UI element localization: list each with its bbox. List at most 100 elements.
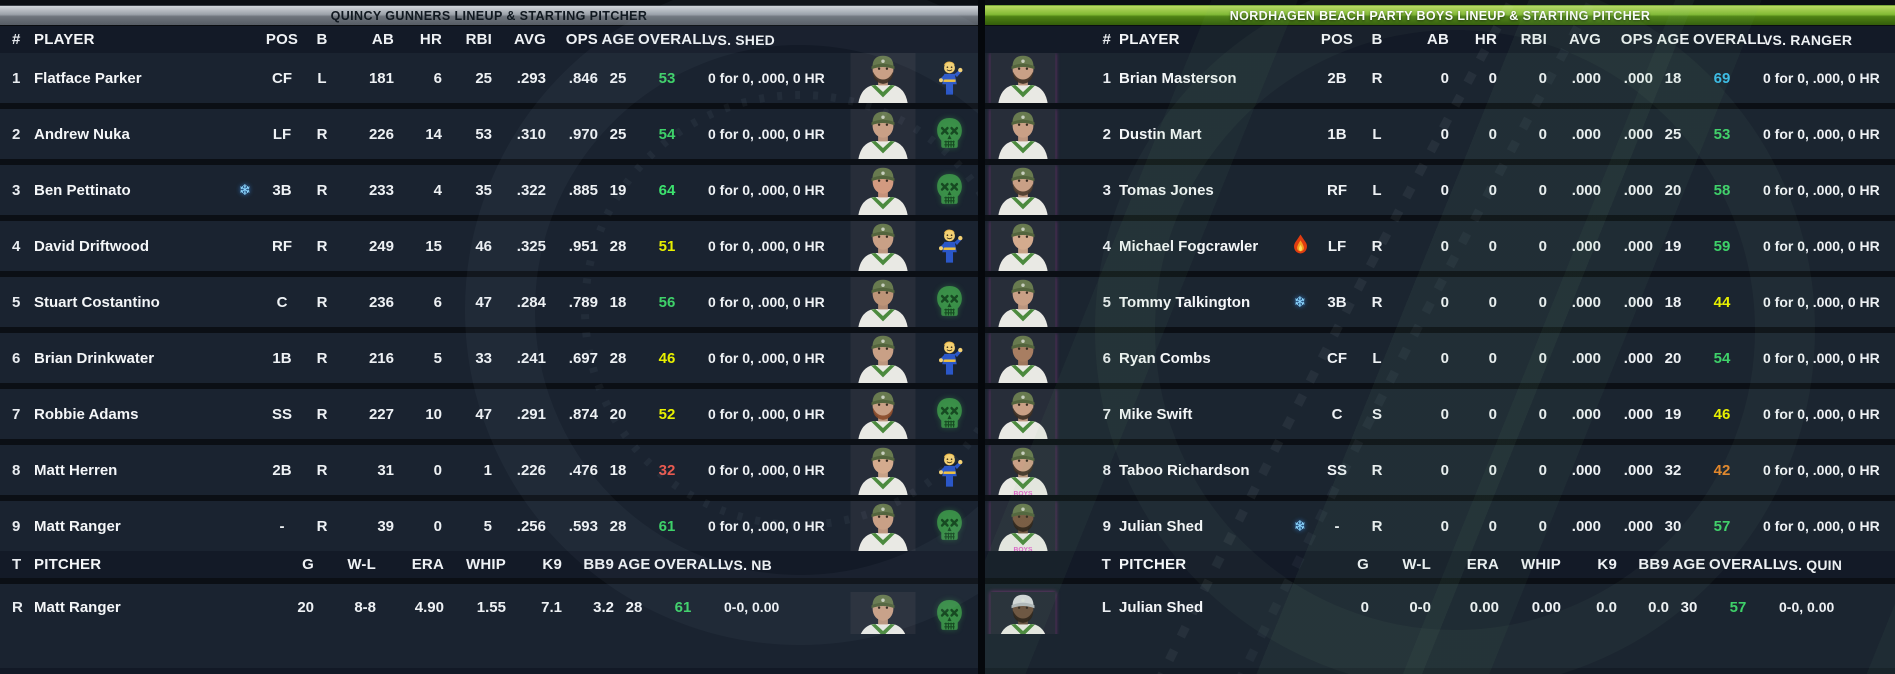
cell-name: Michael Fogcrawler xyxy=(1119,237,1259,255)
cell-pos: CF xyxy=(1327,349,1347,367)
cell-ab: 0 xyxy=(1440,517,1449,535)
player-row[interactable]: 3 Ben Pettinato ❄ 3B R 233 4 35 .322 .885 19 64 0 fo… xyxy=(0,165,978,215)
player-row[interactable]: 4 David Driftwood RF R 249 15 46 .325 .951 28 51 0 … xyxy=(0,221,978,271)
player-row[interactable]: 7 Robbie Adams SS R 227 10 47 .291 .874 20 52 0 for… xyxy=(0,389,978,439)
player-row[interactable]: 6 Brian Drinkwater 1B R 216 5 33 .241 .697 28 46 0 … xyxy=(0,333,978,383)
player-portrait[interactable] xyxy=(985,221,1061,271)
player-portrait[interactable] xyxy=(846,165,920,215)
player-portrait[interactable] xyxy=(846,333,920,383)
player-row[interactable]: BOYS 9 Julian Shed ❄ - R 0 0 0 .000 .000 30 57 0 for … xyxy=(985,501,1895,551)
player-portrait[interactable] xyxy=(846,109,920,159)
cell-rbi: 0 xyxy=(1538,181,1547,199)
col-ops: OPS xyxy=(1620,31,1653,48)
cell-age: 18 xyxy=(1664,69,1682,87)
player-portrait[interactable]: BOYS xyxy=(985,501,1061,551)
cell-pos: RF xyxy=(272,237,292,255)
cell-age: 30 xyxy=(1680,599,1698,616)
cell-hr: 0 xyxy=(1488,517,1497,535)
cell-g: 20 xyxy=(297,599,314,616)
player-row[interactable]: BOYS 8 Taboo Richardson SS R 0 0 0 .000 .000 32 42 0… xyxy=(985,445,1895,495)
player-row[interactable]: 5 Tommy Talkington ❄ 3B R 0 0 0 .000 .000 18 44 0 fo… xyxy=(985,277,1895,327)
status-badge: ❄ xyxy=(1285,517,1315,535)
cell-rbi: 0 xyxy=(1538,69,1547,87)
player-portrait[interactable] xyxy=(985,277,1061,327)
player-row[interactable]: 2 Andrew Nuka LF R 226 14 53 .310 .970 25 54 0 for … xyxy=(0,109,978,159)
cell-name: Tomas Jones xyxy=(1119,181,1214,199)
player-row[interactable]: 1 Flatface Parker CF L 181 6 25 .293 .846 25 53 0 f… xyxy=(0,53,978,103)
player-portrait[interactable] xyxy=(985,389,1061,439)
player-portrait[interactable] xyxy=(846,389,920,439)
cell-name: Stuart Costantino xyxy=(34,293,160,311)
col-pos: POS xyxy=(265,31,299,48)
cell-name: Mike Swift xyxy=(1119,405,1193,423)
player-portrait[interactable] xyxy=(846,584,920,634)
col-whip: WHIP xyxy=(1521,556,1561,573)
cell-hr: 0 xyxy=(1488,293,1497,311)
cell-vs: 0 for 0, .000, 0 HR xyxy=(708,238,825,254)
vaultboy-icon xyxy=(936,61,963,95)
cell-hr: 0 xyxy=(1488,349,1497,367)
cell-vs: 0 for 0, .000, 0 HR xyxy=(1763,406,1880,422)
player-row[interactable]: 4 Michael Fogcrawler LF R 0 0 0 .000 .000 19 59 0 f… xyxy=(985,221,1895,271)
cell-ops: .874 xyxy=(568,405,598,423)
cell-vs: 0 for 0, .000, 0 HR xyxy=(1763,294,1880,310)
player-portrait[interactable]: BOYS xyxy=(985,445,1061,495)
cell-age: 18 xyxy=(609,461,627,479)
pitcher-column-header-row: T PITCHER G W-L ERA WHIP K9 BB9 AGE OVERALL VS. NB xyxy=(0,551,978,578)
panel-body-left: # PLAYER POS B AB HR RBI AVG OPS AGE OVERALL VS. SH… xyxy=(0,26,978,668)
overall-rating: 64 xyxy=(658,181,676,199)
cell-rbi: 46 xyxy=(475,237,492,255)
col-era: ERA xyxy=(411,556,444,573)
col-k9: K9 xyxy=(542,556,562,573)
player-row[interactable]: 5 Stuart Costantino C R 236 6 47 .284 .789 18 56 0 … xyxy=(0,277,978,327)
cell-hr: 4 xyxy=(433,181,442,199)
player-portrait[interactable]: BOYS xyxy=(985,584,1061,634)
cell-ab: 233 xyxy=(368,181,394,199)
cell-b: R xyxy=(1371,237,1383,255)
cell-ab: 236 xyxy=(368,293,394,311)
player-portrait[interactable] xyxy=(846,277,920,327)
cell-pos: SS xyxy=(1326,461,1347,479)
cell-vs: 0 for 0, .000, 0 HR xyxy=(708,518,825,534)
player-portrait[interactable] xyxy=(846,221,920,271)
col-avg: AVG xyxy=(1569,31,1601,48)
player-portrait[interactable] xyxy=(985,109,1061,159)
player-portrait[interactable] xyxy=(846,501,920,551)
creature-cell xyxy=(920,340,978,376)
cell-bb9: 3.2 xyxy=(593,599,614,616)
cell-age: 19 xyxy=(1664,237,1682,255)
cell-vs: 0 for 0, .000, 0 HR xyxy=(708,294,825,310)
cell-pos: SS xyxy=(271,405,292,423)
player-row[interactable]: 8 Matt Herren 2B R 31 0 1 .226 .476 18 32 0 for 0, … xyxy=(0,445,978,495)
top-strip xyxy=(985,0,1895,5)
col-k9: K9 xyxy=(1597,556,1617,573)
cell-era: 4.90 xyxy=(414,599,444,616)
player-portrait[interactable] xyxy=(846,53,920,103)
cell-avg: .325 xyxy=(516,237,546,255)
cell-hr: 5 xyxy=(433,349,442,367)
player-row[interactable]: 2 Dustin Mart 1B L 0 0 0 .000 .000 25 53 0 for 0, .… xyxy=(985,109,1895,159)
cell-age: 30 xyxy=(1664,517,1682,535)
cell-num: 9 xyxy=(12,517,21,535)
cell-whip: 0.00 xyxy=(1531,599,1561,616)
panel-title: QUINCY GUNNERS LINEUP & STARTING PITCHER xyxy=(330,8,648,23)
player-row[interactable]: 7 Mike Swift C S 0 0 0 .000 .000 19 46 0 for 0, .00… xyxy=(985,389,1895,439)
col-vs: VS. QUIN xyxy=(1779,556,1843,573)
cell-ab: 249 xyxy=(368,237,394,255)
pitcher-row[interactable]: BOYS L Julian Shed 0 0-0 0.00 0.00 0.0 0.0 30 57 0-… xyxy=(985,584,1895,668)
cell-ops: .789 xyxy=(568,293,598,311)
pitcher-row[interactable]: R Matt Ranger 20 8-8 4.90 1.55 7.1 3.2 28 61 0-0, … xyxy=(0,584,978,668)
player-portrait[interactable] xyxy=(985,53,1061,103)
player-portrait[interactable] xyxy=(985,165,1061,215)
player-portrait[interactable] xyxy=(985,333,1061,383)
player-row[interactable]: 6 Ryan Combs CF L 0 0 0 .000 .000 20 54 0 for 0, .0… xyxy=(985,333,1895,383)
player-row[interactable]: 1 Brian Masterson 2B R 0 0 0 .000 .000 18 69 0 for … xyxy=(985,53,1895,103)
player-row[interactable]: 9 Matt Ranger - R 39 0 5 .256 .593 28 61 0 for 0, .… xyxy=(0,501,978,551)
player-portrait[interactable] xyxy=(846,445,920,495)
cell-g: 0 xyxy=(1360,599,1369,616)
cell-ab: 0 xyxy=(1440,237,1449,255)
col-b: B xyxy=(316,31,328,48)
player-row[interactable]: 3 Tomas Jones RF L 0 0 0 .000 .000 20 58 0 for 0, .… xyxy=(985,165,1895,215)
creature-cell xyxy=(920,397,978,432)
col-overall: OVERALL xyxy=(1709,556,1783,573)
